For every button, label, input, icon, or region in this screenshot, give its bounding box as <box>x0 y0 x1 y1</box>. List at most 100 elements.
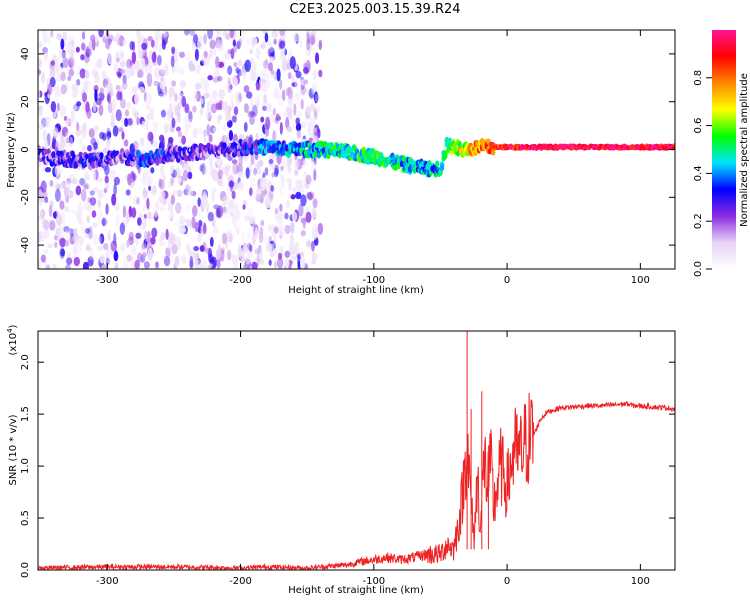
spectrogram-noise-cell <box>70 110 75 119</box>
spectrogram-noise-cell <box>101 70 107 80</box>
spectrogram-noise-cell <box>124 109 130 117</box>
spectrogram-noise-cell <box>233 77 238 87</box>
spectrogram-noise-cell <box>277 211 284 224</box>
spectrogram-noise-cell <box>92 39 96 51</box>
spectrogram-noise-cell <box>247 242 252 251</box>
spectrogram-noise-cell <box>49 113 53 124</box>
spectrogram-ridge-cell <box>319 140 325 148</box>
spectrogram-noise-cell <box>302 66 309 74</box>
spectrogram-noise-cell <box>267 180 273 188</box>
spectrogram-noise-cell <box>315 52 320 64</box>
spectrogram-y-tick-label: 40 <box>20 48 31 61</box>
spectrogram-noise-cell <box>132 140 139 150</box>
spectrogram-noise-cell <box>235 210 241 220</box>
spectrogram-noise-cell <box>159 206 165 212</box>
spectrogram-noise-cell <box>152 124 158 133</box>
spectrogram-noise-cell <box>264 197 272 209</box>
spectrogram-noise-cell <box>67 35 74 46</box>
spectrogram-noise-cell <box>59 182 66 189</box>
spectrogram-noise-cell <box>60 248 66 257</box>
spectrogram-noise-cell <box>91 210 97 218</box>
spectrogram-noise-cell <box>291 75 295 83</box>
spectrogram-noise-cell <box>41 30 48 39</box>
spectrogram-noise-cell <box>64 240 70 247</box>
spectrogram-noise-cell <box>203 33 208 45</box>
spectrogram-noise-cell <box>134 259 140 269</box>
spectrogram-noise-cell <box>279 246 283 254</box>
spectrogram-noise-cell <box>76 65 80 77</box>
spectrogram-noise-cell <box>270 224 276 237</box>
spectrogram-noise-cell <box>139 137 145 147</box>
spectrogram-noise-cell <box>199 97 204 105</box>
spectrogram-noise-cell <box>188 111 193 123</box>
spectrogram-noise-cell <box>311 127 317 133</box>
spectrogram-noise-cell <box>260 219 265 227</box>
spectrogram-y-tick-label: 0 <box>20 146 31 152</box>
spectrogram-noise-cell <box>313 168 317 181</box>
spectrogram-noise-cell <box>148 185 152 191</box>
spectrogram-y-axis-label: Frequency (Hz) <box>6 112 17 188</box>
spectrogram-noise-cell <box>168 103 173 116</box>
spectrogram-noise-cell <box>300 121 307 129</box>
spectrogram-noise-cell <box>88 128 95 138</box>
spectrogram-noise-cell <box>209 39 216 50</box>
spectrogram-noise-cell <box>51 140 56 150</box>
spectrogram-noise-cell <box>251 261 258 269</box>
spectrogram-noise-cell <box>293 158 299 171</box>
spectrogram-noise-cell <box>290 194 296 200</box>
spectrogram-noise-cell <box>181 95 187 108</box>
spectrogram-noise-cell <box>115 84 121 91</box>
spectrogram-ridge-cell <box>284 145 290 152</box>
spectrogram-noise-cell <box>276 257 284 269</box>
spectrogram-noise-cell <box>212 225 219 235</box>
spectrogram-noise-cell <box>144 64 149 75</box>
colorbar-ticks: 0.0 0.2 0.4 0.6 0.8 <box>693 70 712 277</box>
spectrogram-ridge <box>38 136 675 178</box>
spectrogram-noise-cell <box>203 222 207 235</box>
spectrogram-noise-cell <box>48 205 53 217</box>
spectrogram-noise-cell <box>229 30 235 39</box>
spectrogram-ridge-cell <box>435 160 440 167</box>
spectrogram-noise-cell <box>285 200 291 209</box>
spectrogram-noise-cell <box>224 209 231 219</box>
snr-panel: -300 -200 -100 0 100 0.0 0.5 1.0 1.5 2.0 Height … <box>6 324 676 596</box>
spectrogram-noise-cell <box>183 188 189 196</box>
spectrogram-noise-cell <box>292 249 297 261</box>
spectrogram-noise-cell <box>212 127 216 134</box>
spectrogram-noise-cell <box>216 39 223 49</box>
spectrogram-noise-cell <box>192 105 197 113</box>
spectrogram-noise-cell <box>154 67 161 80</box>
spectrogram-noise-cell <box>253 167 258 176</box>
spectrogram-noise-cell <box>279 166 284 172</box>
spectrogram-noise-cell <box>97 209 104 223</box>
spectrogram-noise-cell <box>120 242 126 252</box>
spectrogram-noise-cell <box>178 215 185 226</box>
spectrogram-noise-cell <box>130 245 137 256</box>
spectrogram-noise-cell <box>145 92 152 105</box>
spectrogram-noise-cell <box>267 102 272 113</box>
spectrogram-noise-cell <box>116 57 120 63</box>
spectrogram-noise-cell <box>211 168 219 182</box>
spectrogram-noise-cell <box>137 217 142 226</box>
spectrogram-noise-cell <box>104 83 109 95</box>
spectrogram-noise-cell <box>305 174 312 185</box>
spectrogram-noise-cell <box>38 41 44 49</box>
spectrogram-noise-cell <box>122 39 128 46</box>
spectrogram-noise-cell <box>87 256 94 267</box>
spectrogram-noise-cell <box>242 264 249 269</box>
spectrogram-noise-cell <box>224 135 229 142</box>
snr-x-tick-label: -200 <box>229 576 252 587</box>
spectrogram-noise-cell <box>249 244 253 253</box>
spectrogram-x-tick-label: -100 <box>362 275 385 286</box>
spectrogram-noise-cell <box>255 46 261 60</box>
spectrogram-ridge-cell <box>281 149 286 156</box>
spectrogram-noise-cell <box>105 257 110 266</box>
spectrogram-noise-cell <box>193 90 199 102</box>
spectrogram-noise-cell <box>152 261 156 267</box>
spectrogram-noise-cell <box>170 194 176 205</box>
spectrogram-noise-cell <box>243 103 249 114</box>
spectrogram-noise-cell <box>154 209 158 218</box>
spectrogram-noise-cell <box>81 145 87 152</box>
spectrogram-noise-cell <box>249 115 255 125</box>
